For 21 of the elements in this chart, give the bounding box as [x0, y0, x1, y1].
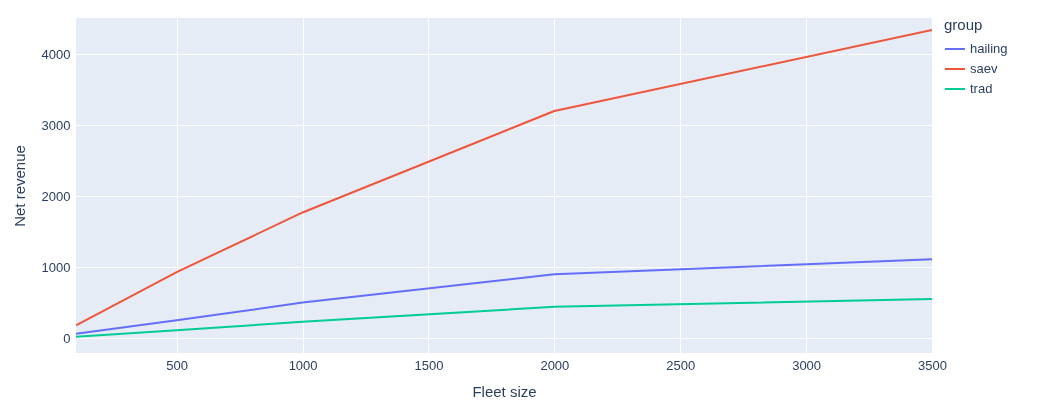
line-series	[76, 29, 932, 327]
x-tick-label: 2500	[666, 357, 696, 373]
x-tick-label: 3500	[918, 357, 947, 373]
x-tick-label: 1500	[414, 357, 444, 373]
y-tick-label: 2000	[41, 188, 71, 204]
y-tick-label: 0	[63, 330, 71, 346]
y-tick-label: 1000	[41, 259, 71, 275]
x-tick-label: 1000	[288, 357, 318, 373]
legend-label: trad	[970, 81, 993, 96]
x-tick-label: 3000	[792, 357, 822, 373]
line-series	[76, 298, 932, 338]
y-tick-label: 4000	[41, 46, 71, 62]
legend-label: hailing	[970, 41, 1008, 56]
x-tick-label: 500	[166, 357, 189, 373]
line-series	[76, 258, 932, 335]
legend-title: group	[944, 16, 983, 33]
legend-label: saev	[970, 61, 998, 76]
y-axis-title: Net revenue	[10, 145, 28, 227]
x-tick-label: 2000	[540, 357, 570, 373]
y-tick-label: 3000	[41, 117, 71, 133]
x-axis-title: Fleet size	[472, 382, 537, 400]
